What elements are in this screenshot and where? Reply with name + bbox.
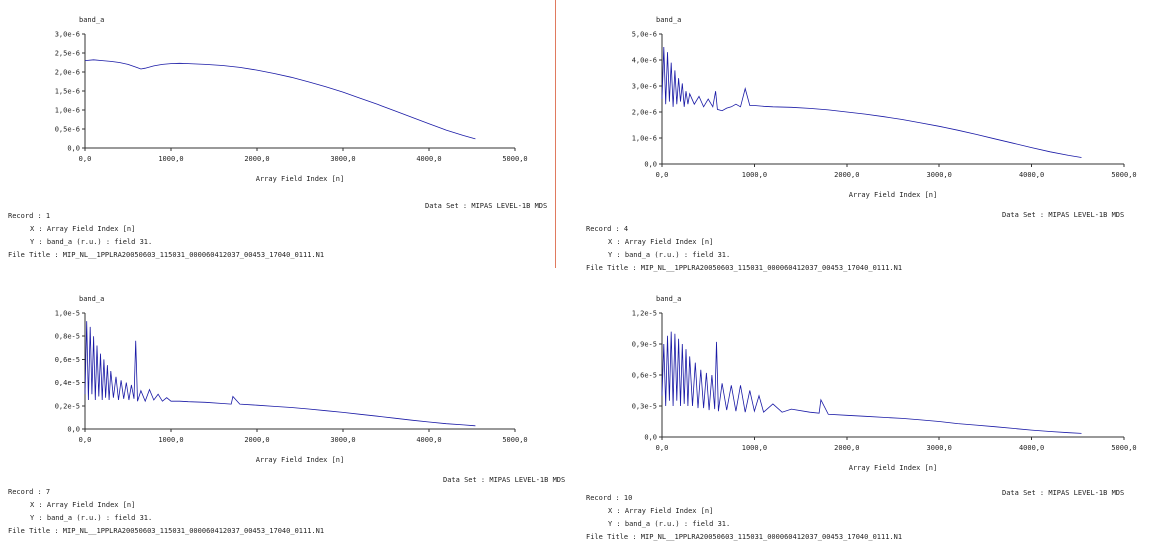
y-tick-label: 4,0e-6	[632, 57, 657, 65]
y-tick-label: 0,0	[67, 145, 80, 153]
file-title: File Title : MIP_NL__1PPLRA20050603_1150…	[8, 527, 325, 535]
chart-panel-record-4: 0,0 1,0e-6 2,0e-6 3,0e-6 4,0e-6 5,0e-6 0,0 1000…	[578, 0, 1158, 285]
y-tick-label: 0,2e-5	[55, 402, 80, 410]
data-series-line	[661, 331, 1082, 434]
record-info: Record : 7 X : Array Field Index [n] Y :…	[8, 486, 324, 538]
y-tick-label: 1,5e-6	[55, 88, 80, 96]
file-title: File Title : MIP_NL__1PPLRA20050603_1150…	[586, 264, 903, 272]
record-info: Record : 10 X : Array Field Index [n] Y …	[586, 492, 902, 544]
x-tick-label: 2000,0	[244, 436, 269, 444]
y-axis-title: band_a	[656, 295, 681, 303]
record-label: Record : 4	[586, 225, 629, 233]
record-label: Record : 7	[8, 488, 51, 496]
x-tick-label: 1000,0	[158, 155, 183, 163]
record-label: Record : 1	[8, 212, 51, 220]
y-axis-title: band_a	[79, 295, 104, 303]
data-series-line	[84, 59, 476, 140]
x-tick-label: 4000,0	[1019, 444, 1044, 452]
y-tick-label: 0,3e-5	[632, 403, 657, 411]
chart-record-7: 0,0 0,2e-5 0,4e-5 0,6e-5 0,8e-5 1,0e-5 0,0 1000…	[55, 295, 528, 464]
x-description: X : Array Field Index [n]	[30, 501, 136, 509]
x-tick-label: 3000,0	[927, 444, 952, 452]
x-tick-label: 4000,0	[416, 155, 441, 163]
y-tick-label: 3,0e-6	[632, 83, 657, 91]
x-tick-label: 0,0	[656, 171, 669, 179]
y-description: Y : band_a (r.u.) : field 31.	[608, 251, 731, 259]
x-tick-label: 3000,0	[330, 436, 355, 444]
y-tick-label: 1,0e-5	[55, 310, 80, 318]
y-tick-label: 1,0e-6	[632, 135, 657, 143]
x-axis-title: Array Field Index [n]	[849, 464, 938, 472]
x-axis-title: Array Field Index [n]	[256, 175, 345, 183]
x-axis-title: Array Field Index [n]	[849, 191, 938, 199]
chart-record-1: 0,0 0,5e-6 1,0e-6 1,5e-6 2,0e-6 2,5e-6 3,0e-6 0…	[55, 16, 528, 183]
y-tick-label: 2,0e-6	[55, 69, 80, 77]
dataset-label: Data Set : MIPAS LEVEL-1B MDS	[1002, 489, 1125, 497]
y-tick-label: 0,6e-5	[55, 356, 80, 364]
y-tick-label: 0,0	[644, 161, 657, 169]
y-description: Y : band_a (r.u.) : field 31.	[30, 238, 153, 246]
y-tick-label: 2,0e-6	[632, 109, 657, 117]
dataset-label: Data Set : MIPAS LEVEL-1B MDS	[1002, 211, 1125, 219]
y-tick-label: 0,4e-5	[55, 379, 80, 387]
chart-panel-record-7: 0,0 0,2e-5 0,4e-5 0,6e-5 0,8e-5 1,0e-5 0,0 1000…	[0, 285, 565, 550]
x-tick-label: 1000,0	[742, 171, 767, 179]
record-label: Record : 10	[586, 494, 633, 502]
y-tick-label: 5,0e-6	[632, 31, 657, 39]
x-description: X : Array Field Index [n]	[608, 238, 714, 246]
x-tick-label: 2000,0	[244, 155, 269, 163]
y-tick-label: 1,2e-5	[632, 310, 657, 318]
data-series-line	[84, 321, 476, 427]
x-tick-label: 1000,0	[742, 444, 767, 452]
file-title: File Title : MIP_NL__1PPLRA20050603_1150…	[8, 251, 325, 259]
x-tick-label: 4000,0	[416, 436, 441, 444]
x-tick-label: 5000,0	[502, 155, 527, 163]
y-description: Y : band_a (r.u.) : field 31.	[608, 520, 731, 528]
y-description: Y : band_a (r.u.) : field 31.	[30, 514, 153, 522]
y-tick-label: 0,8e-5	[55, 333, 80, 341]
data-series-line	[661, 46, 1082, 158]
x-tick-label: 4000,0	[1019, 171, 1044, 179]
y-tick-label: 1,0e-6	[55, 107, 80, 115]
x-tick-label: 5000,0	[502, 436, 527, 444]
x-tick-label: 5000,0	[1111, 171, 1136, 179]
chart-panel-record-1: 0,0 0,5e-6 1,0e-6 1,5e-6 2,0e-6 2,5e-6 3,0e-6 0…	[0, 0, 555, 270]
x-tick-label: 2000,0	[834, 444, 859, 452]
y-tick-label: 0,0	[644, 434, 657, 442]
y-axis-title: band_a	[79, 16, 104, 24]
x-tick-label: 3000,0	[927, 171, 952, 179]
y-tick-label: 0,6e-5	[632, 372, 657, 380]
x-description: X : Array Field Index [n]	[30, 225, 136, 233]
dataset-label: Data Set : MIPAS LEVEL-1B MDS	[443, 476, 566, 484]
chart-panel-record-10: 0,0 0,3e-5 0,6e-5 0,9e-5 1,2e-5 0,0 1000,0 2000…	[578, 285, 1158, 550]
x-description: X : Array Field Index [n]	[608, 507, 714, 515]
x-tick-label: 3000,0	[330, 155, 355, 163]
file-title: File Title : MIP_NL__1PPLRA20050603_1150…	[586, 533, 903, 541]
x-tick-label: 5000,0	[1111, 444, 1136, 452]
x-tick-label: 1000,0	[158, 436, 183, 444]
x-tick-label: 0,0	[79, 436, 92, 444]
x-tick-label: 0,0	[79, 155, 92, 163]
y-tick-label: 2,5e-6	[55, 50, 80, 58]
record-info: Record : 4 X : Array Field Index [n] Y :…	[586, 223, 902, 275]
x-tick-label: 0,0	[656, 444, 669, 452]
y-tick-label: 3,0e-6	[55, 31, 80, 39]
x-tick-label: 2000,0	[834, 171, 859, 179]
y-tick-label: 0,0	[67, 426, 80, 434]
y-axis-title: band_a	[656, 16, 681, 24]
dataset-label: Data Set : MIPAS LEVEL-1B MDS	[425, 202, 548, 210]
y-tick-label: 0,9e-5	[632, 341, 657, 349]
x-axis-title: Array Field Index [n]	[256, 456, 345, 464]
chart-record-10: 0,0 0,3e-5 0,6e-5 0,9e-5 1,2e-5 0,0 1000,0 2000…	[632, 295, 1137, 472]
panel-divider	[555, 0, 556, 268]
chart-record-4: 0,0 1,0e-6 2,0e-6 3,0e-6 4,0e-6 5,0e-6 0,0 1000…	[632, 16, 1137, 199]
record-info: Record : 1 X : Array Field Index [n] Y :…	[8, 210, 324, 262]
y-tick-label: 0,5e-6	[55, 126, 80, 134]
